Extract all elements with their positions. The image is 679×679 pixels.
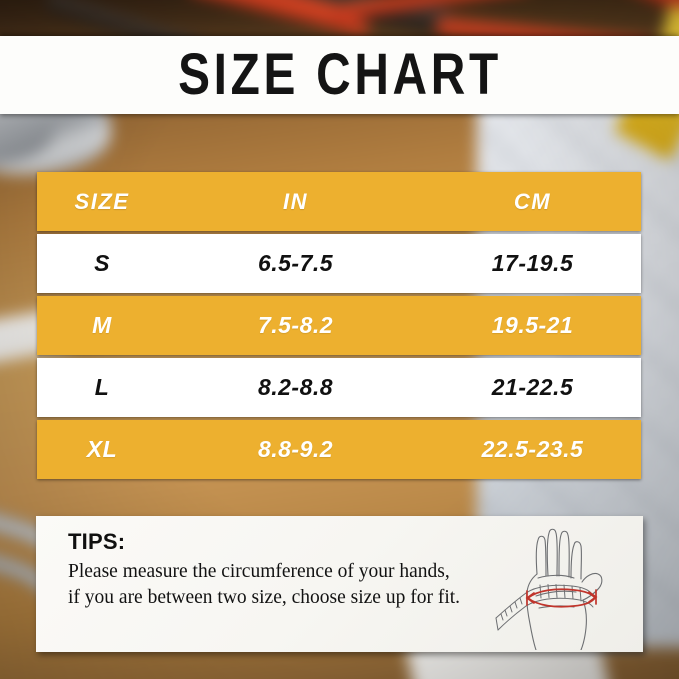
cell-cm: 21-22.5: [491, 374, 574, 400]
column-header-in: IN: [283, 188, 308, 214]
cell-in: 6.5-7.5: [257, 250, 334, 276]
cell-size: L: [94, 374, 110, 400]
hand-illustration-column: [471, 516, 643, 652]
table-header-row: SIZE IN CM: [37, 172, 641, 231]
table-row: L 8.2-8.8 21-22.5: [37, 358, 641, 417]
table-row: M 7.5-8.2 19.5-21: [37, 296, 641, 355]
cell-in: 8.8-9.2: [257, 436, 334, 462]
cell-size: XL: [86, 436, 118, 462]
table-row: XL 8.8-9.2 22.5-23.5: [37, 420, 641, 479]
cell-size: S: [94, 250, 110, 276]
size-table: SIZE IN CM S 6.5-7.5 17-19.5 M 7.5-8.2 1…: [37, 172, 641, 479]
column-header-cm: CM: [513, 188, 552, 214]
cell-size: M: [92, 312, 112, 338]
page-title: SIZE CHART: [177, 42, 502, 108]
table-row: S 6.5-7.5 17-19.5: [37, 234, 641, 293]
title-banner: SIZE CHART: [0, 36, 679, 114]
cell-cm: 19.5-21: [491, 312, 574, 338]
tips-panel: TIPS: Please measure the circumference o…: [36, 516, 643, 652]
cell-in: 8.2-8.8: [257, 374, 334, 400]
column-header-size: SIZE: [74, 188, 130, 214]
tips-text-column: TIPS: Please measure the circumference o…: [36, 516, 471, 652]
tips-heading: TIPS:: [68, 529, 126, 554]
hand-measure-diagram-icon: [495, 528, 603, 650]
tips-body-text: Please measure the circumference of your…: [68, 561, 461, 609]
cell-in: 7.5-8.2: [257, 312, 334, 338]
cell-cm: 17-19.5: [491, 250, 574, 276]
cell-cm: 22.5-23.5: [481, 436, 584, 462]
